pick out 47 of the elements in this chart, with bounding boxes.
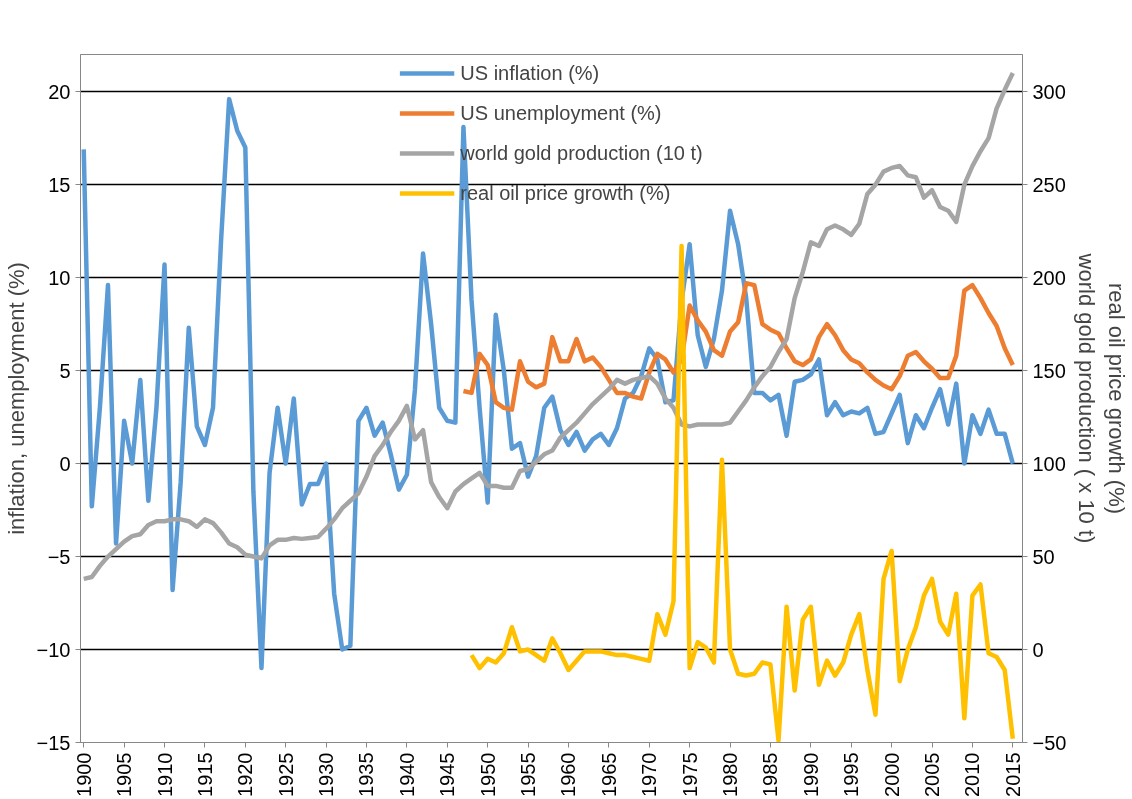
- y2-axis-title: real oil price growth (%) world gold production ( x 10 t): [1074, 252, 1130, 544]
- x-tick-label: 1970: [638, 752, 661, 797]
- y2-tick-label: 0: [1032, 638, 1044, 661]
- x-tick-label: 1915: [193, 752, 216, 797]
- y-axis-title: inflation, unemployment (%): [3, 262, 29, 535]
- y-tick-label: −15: [36, 731, 71, 754]
- x-tick-label: 1965: [597, 752, 620, 797]
- y-tick-label: −10: [36, 638, 71, 661]
- x-tick-label: 1935: [355, 752, 378, 797]
- y-tick-label: 10: [48, 266, 71, 289]
- x-tick-label: 2010: [961, 752, 984, 797]
- y2-tick-label: 300: [1032, 80, 1066, 103]
- x-tick-label: 1985: [759, 752, 782, 797]
- x-tick-label: 1995: [840, 752, 863, 797]
- x-tick-label: 1980: [719, 752, 742, 797]
- x-tick-label: 1955: [517, 752, 540, 797]
- x-tick-label: 2015: [1001, 752, 1024, 797]
- line-series: [461, 280, 1016, 412]
- x-tick-label: 1925: [274, 752, 297, 797]
- x-tick-label: 1960: [557, 752, 580, 797]
- y2-tick-label: −50: [1032, 731, 1067, 754]
- x-tick-label: 2000: [880, 752, 903, 797]
- y-tick-label: −5: [47, 545, 71, 568]
- y-tick-label: 5: [59, 359, 71, 382]
- legend-label: US unemployment (%): [460, 100, 662, 126]
- x-tick-label: 1905: [113, 752, 136, 797]
- y-tick-label: 20: [48, 80, 71, 103]
- y2-tick-label: 150: [1032, 359, 1066, 382]
- y-tick-label: 15: [48, 173, 71, 196]
- y2-tick-label: 250: [1032, 173, 1066, 196]
- y2-tick-label: 100: [1032, 452, 1066, 475]
- x-tick-label: 1990: [799, 752, 822, 797]
- y2-tick-label: 50: [1032, 545, 1055, 568]
- x-tick-label: 1900: [72, 752, 95, 797]
- y2-tick-label: 200: [1032, 266, 1066, 289]
- x-tick-label: 1930: [315, 752, 338, 797]
- x-tick-label: 1950: [476, 752, 499, 797]
- x-tick-label: 1910: [153, 752, 176, 797]
- legend-label: US inflation (%): [460, 60, 600, 86]
- x-tick-label: 1920: [234, 752, 257, 797]
- x-tick-label: 1975: [678, 752, 701, 797]
- y-tick-label: 0: [59, 452, 71, 475]
- x-tick-label: 2005: [921, 752, 944, 797]
- line-series: [81, 96, 1016, 671]
- line-series: [469, 243, 1016, 743]
- x-tick-label: 1945: [436, 752, 459, 797]
- x-tick-label: 1940: [395, 752, 418, 797]
